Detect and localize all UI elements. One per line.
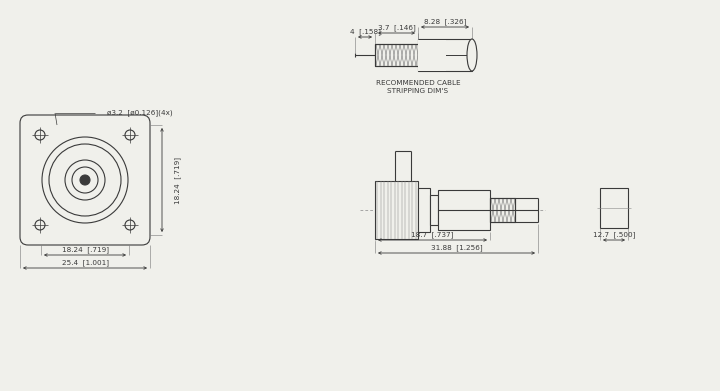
- Text: 3.7  [.146]: 3.7 [.146]: [377, 25, 415, 31]
- Bar: [600, 188, 628, 228]
- Text: 12.7  [.500]: 12.7 [.500]: [593, 231, 635, 239]
- Bar: [418, 188, 430, 232]
- Ellipse shape: [467, 39, 477, 71]
- Bar: [490, 198, 515, 222]
- Text: STRIPPING DIM'S: STRIPPING DIM'S: [387, 88, 449, 94]
- Bar: [418, 39, 446, 70]
- Bar: [375, 44, 418, 66]
- FancyBboxPatch shape: [20, 115, 150, 245]
- Bar: [490, 198, 515, 222]
- Text: 18.24  [.719]: 18.24 [.719]: [61, 247, 109, 253]
- Text: 18.24  [.719]: 18.24 [.719]: [175, 156, 181, 203]
- Bar: [418, 39, 472, 71]
- Text: 8.28  [.326]: 8.28 [.326]: [424, 19, 466, 25]
- Text: 18.7  [.737]: 18.7 [.737]: [411, 231, 454, 239]
- Bar: [430, 195, 438, 225]
- Text: ø3.2  [ø0.126](4x): ø3.2 [ø0.126](4x): [107, 109, 173, 117]
- Bar: [375, 44, 418, 66]
- Circle shape: [80, 175, 90, 185]
- Bar: [438, 190, 490, 230]
- Text: 25.4  [1.001]: 25.4 [1.001]: [61, 260, 109, 266]
- Text: RECOMMENDED CABLE: RECOMMENDED CABLE: [376, 80, 460, 86]
- Text: 31.88  [1.256]: 31.88 [1.256]: [431, 245, 482, 251]
- Text: 4  [.158]: 4 [.158]: [350, 29, 380, 35]
- Bar: [375, 181, 418, 239]
